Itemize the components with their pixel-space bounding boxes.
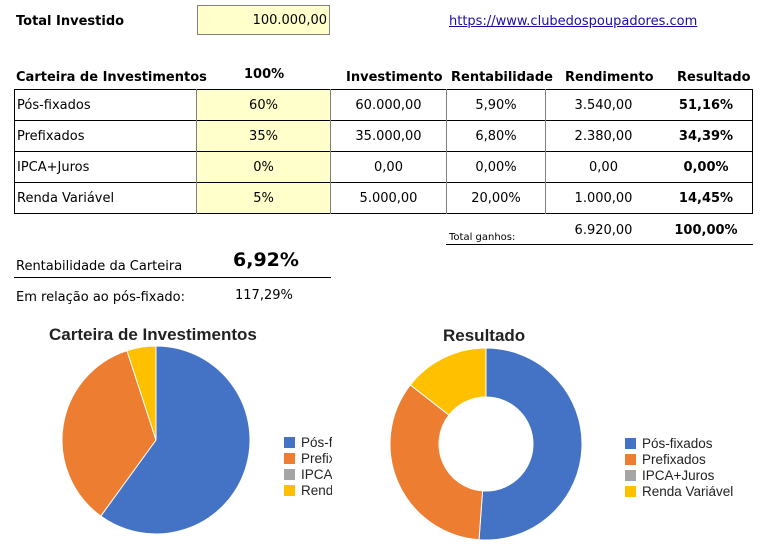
investimento-renda: 5.000,00 <box>359 190 418 206</box>
row-name-ipca: IPCA+Juros <box>17 159 90 175</box>
table-header-percent: 100% <box>244 67 285 82</box>
legend-label: IPCA <box>301 467 332 482</box>
rendimento-ipca: 0,00 <box>589 159 618 175</box>
resultado-pos: 51,16% <box>678 97 734 113</box>
legend-resultado-renda: Renda Variável <box>625 484 733 499</box>
percent-input-pre[interactable]: 35% <box>197 121 330 151</box>
table-left-border <box>14 89 15 214</box>
rendimento-pos: 3.540,00 <box>574 97 633 113</box>
legend-label: IPCA+Juros <box>642 468 715 483</box>
rentabilidade-input-renda[interactable]: 20,00% <box>471 190 521 206</box>
table-header-rentabilidade: Rentabilidade <box>451 70 553 85</box>
legend-label: Prefixados <box>642 452 706 467</box>
legend-carteira-pre: Prefix <box>284 451 332 466</box>
rendimento-pre: 2.380,00 <box>574 128 633 144</box>
rel-pos-fixado-value: 117,29% <box>235 288 293 303</box>
rentabilidade-input-ipca[interactable]: 0,00% <box>475 159 517 175</box>
resultado-pre: 34,39% <box>678 128 734 144</box>
investimento-pre: 35.000,00 <box>355 128 422 144</box>
row-name-pre: Prefixados <box>17 128 85 144</box>
legend-label: Pós-fixados <box>642 436 713 451</box>
legend-swatch <box>284 469 295 480</box>
percent-input-ipca[interactable]: 0% <box>197 152 330 182</box>
total-invested-input[interactable]: 100.000,00 <box>197 5 330 35</box>
table-header-carteira: Carteira de Investimentos <box>16 70 207 85</box>
totals-underline <box>446 244 753 245</box>
chart-carteira-title: Carteira de Investimentos <box>49 325 257 344</box>
summary-underline <box>14 277 331 278</box>
percent-input-renda[interactable]: 5% <box>197 183 330 213</box>
chart-resultado-donut <box>389 347 583 541</box>
rentabilidade-carteira-label: Rentabilidade da Carteira <box>16 259 183 274</box>
legend-label: Pós-f <box>301 435 332 450</box>
percent-col-right <box>330 89 331 214</box>
legend-swatch <box>625 454 636 465</box>
legend-resultado-pre: Prefixados <box>625 452 706 467</box>
rent-col-right <box>545 89 546 214</box>
resultado-ipca: 0,00% <box>683 159 729 175</box>
legend-swatch <box>284 453 295 464</box>
row-divider <box>14 151 753 152</box>
legend-swatch <box>625 486 636 497</box>
pie-slice-p-s-fixados <box>100 345 251 535</box>
resultado-renda: 14,45% <box>678 190 734 206</box>
legend-carteira-pos: Pós-f <box>284 435 332 450</box>
percent-input-pos[interactable]: 60% <box>197 90 330 120</box>
rent-col-left <box>446 89 447 214</box>
website-link[interactable]: https://www.clubedospoupadores.com <box>449 14 698 29</box>
legend-swatch <box>625 438 636 449</box>
table-header-divider <box>14 89 753 90</box>
pie-slice-p-s-fixados <box>478 347 583 541</box>
rentabilidade-input-pre[interactable]: 6,80% <box>475 128 517 144</box>
investimento-ipca: 0,00 <box>374 159 403 175</box>
legend-carteira-renda: Rend <box>284 483 332 498</box>
rentabilidade-input-pos[interactable]: 5,90% <box>475 97 517 113</box>
row-name-pos: Pós-fixados <box>17 97 91 113</box>
rendimento-renda: 1.000,00 <box>574 190 633 206</box>
legend-label: Renda Variável <box>642 484 734 499</box>
legend-swatch <box>284 485 295 496</box>
total-ganhos-label: Total ganhos: <box>449 232 516 243</box>
legend-label: Rend <box>301 483 332 498</box>
legend-label: Prefix <box>301 451 332 466</box>
table-header-resultado: Resultado <box>677 70 751 85</box>
legend-resultado-ipca: IPCA+Juros <box>625 468 714 483</box>
table-header-rendimento: Rendimento <box>565 70 654 85</box>
table-header-investimento: Investimento <box>346 70 443 85</box>
row-name-renda: Renda Variável <box>17 190 115 206</box>
legend-carteira-ipca: IPCA <box>284 467 332 482</box>
pie-slice-renda-vari-vel <box>126 345 157 441</box>
total-resultado: 100,00% <box>674 222 738 238</box>
pie-slice-prefixados <box>61 349 157 517</box>
legend-resultado-pos: Pós-fixados <box>625 436 713 451</box>
legend-swatch <box>625 470 636 481</box>
row-divider <box>14 182 753 183</box>
percent-col-left <box>196 89 197 214</box>
legend-swatch <box>284 437 295 448</box>
pie-slice-prefixados <box>389 384 484 541</box>
pie-slice-renda-vari-vel <box>409 347 487 416</box>
table-bottom-border <box>14 213 753 214</box>
investimento-pos: 60.000,00 <box>355 97 422 113</box>
rentabilidade-carteira-value: 6,92% <box>233 249 299 271</box>
total-rendimento: 6.920,00 <box>574 222 633 238</box>
chart-carteira-pie <box>61 345 251 535</box>
rel-pos-fixado-label: Em relação ao pós-fixado: <box>16 290 185 305</box>
chart-resultado-title: Resultado <box>443 326 526 345</box>
row-divider <box>14 120 753 121</box>
total-invested-label: Total Investido <box>16 14 125 29</box>
table-right-border <box>752 89 753 214</box>
